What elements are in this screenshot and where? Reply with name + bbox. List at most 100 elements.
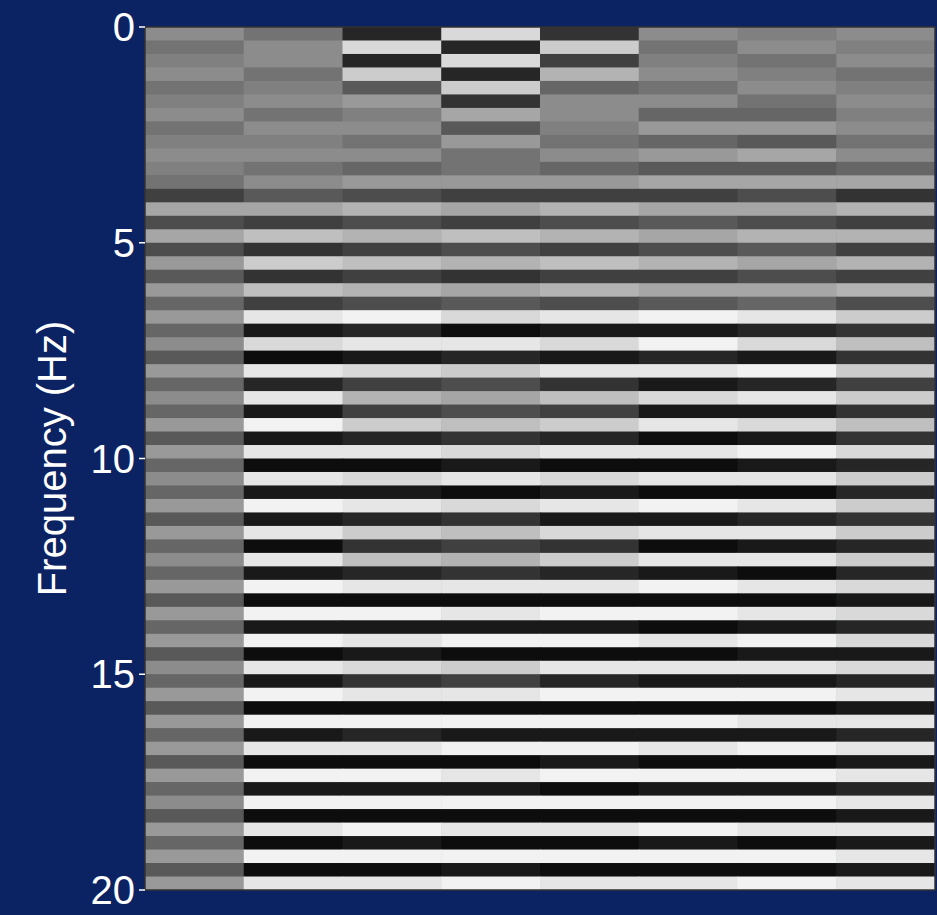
cell bbox=[244, 607, 343, 621]
cell bbox=[343, 607, 442, 621]
cell bbox=[145, 485, 244, 499]
cell bbox=[244, 162, 343, 176]
cell bbox=[639, 432, 738, 446]
cell bbox=[639, 580, 738, 594]
cell bbox=[738, 27, 837, 41]
cell bbox=[145, 715, 244, 729]
cell bbox=[343, 351, 442, 365]
cell bbox=[145, 175, 244, 189]
cell bbox=[836, 796, 935, 810]
cell bbox=[343, 243, 442, 257]
cell bbox=[540, 782, 639, 796]
cell bbox=[540, 202, 639, 216]
cell bbox=[441, 40, 540, 54]
cell bbox=[639, 418, 738, 432]
cell bbox=[540, 189, 639, 203]
cell bbox=[540, 108, 639, 122]
y-axis-title: Frequency (Hz) bbox=[30, 321, 74, 597]
cell bbox=[343, 647, 442, 661]
cell bbox=[738, 796, 837, 810]
background bbox=[0, 0, 937, 915]
cell bbox=[639, 674, 738, 688]
cell bbox=[145, 270, 244, 284]
cell bbox=[836, 553, 935, 567]
cell bbox=[343, 526, 442, 540]
cell bbox=[639, 782, 738, 796]
cell bbox=[343, 769, 442, 783]
cell bbox=[738, 67, 837, 81]
cell bbox=[441, 647, 540, 661]
cell bbox=[639, 742, 738, 756]
cell bbox=[639, 337, 738, 351]
cell bbox=[738, 324, 837, 338]
y-tick-label: 15 bbox=[91, 652, 136, 696]
cell bbox=[738, 877, 837, 890]
cell bbox=[836, 364, 935, 378]
cell bbox=[145, 148, 244, 162]
cell bbox=[244, 108, 343, 122]
cell bbox=[343, 688, 442, 702]
cell bbox=[639, 108, 738, 122]
cell bbox=[540, 459, 639, 473]
cell bbox=[738, 432, 837, 446]
cell bbox=[836, 297, 935, 311]
cell bbox=[145, 823, 244, 837]
y-tick-label: 5 bbox=[113, 221, 135, 265]
cell bbox=[738, 40, 837, 54]
cell bbox=[738, 647, 837, 661]
cell bbox=[738, 445, 837, 459]
cell bbox=[244, 297, 343, 311]
cell bbox=[639, 405, 738, 419]
cell bbox=[441, 688, 540, 702]
cell bbox=[738, 580, 837, 594]
cell bbox=[145, 67, 244, 81]
cell bbox=[145, 566, 244, 580]
cell bbox=[441, 877, 540, 890]
cell bbox=[244, 728, 343, 742]
cell bbox=[441, 850, 540, 864]
cell bbox=[343, 270, 442, 284]
cell bbox=[244, 850, 343, 864]
cell bbox=[540, 364, 639, 378]
cell bbox=[244, 539, 343, 553]
cell bbox=[836, 351, 935, 365]
cell bbox=[145, 256, 244, 270]
cell bbox=[244, 445, 343, 459]
cell bbox=[145, 661, 244, 675]
cell bbox=[441, 324, 540, 338]
cell bbox=[343, 310, 442, 324]
cell bbox=[836, 512, 935, 526]
cell bbox=[244, 485, 343, 499]
cell bbox=[145, 769, 244, 783]
cell bbox=[540, 850, 639, 864]
cell bbox=[145, 216, 244, 230]
cell bbox=[441, 270, 540, 284]
cell bbox=[145, 728, 244, 742]
cell bbox=[639, 526, 738, 540]
cell bbox=[836, 189, 935, 203]
cell bbox=[836, 27, 935, 41]
cell bbox=[639, 67, 738, 81]
cell bbox=[639, 54, 738, 68]
cell bbox=[145, 27, 244, 41]
cell bbox=[145, 162, 244, 176]
cell bbox=[244, 809, 343, 823]
cell bbox=[145, 620, 244, 634]
cell bbox=[244, 243, 343, 257]
cell bbox=[639, 566, 738, 580]
cell bbox=[343, 67, 442, 81]
cell bbox=[836, 620, 935, 634]
cell bbox=[738, 148, 837, 162]
cell bbox=[639, 877, 738, 890]
cell bbox=[540, 445, 639, 459]
cell bbox=[441, 769, 540, 783]
cell bbox=[441, 189, 540, 203]
cell bbox=[244, 593, 343, 607]
cell bbox=[738, 607, 837, 621]
cell bbox=[639, 769, 738, 783]
cell bbox=[836, 769, 935, 783]
cell bbox=[244, 432, 343, 446]
cell bbox=[540, 67, 639, 81]
cell bbox=[836, 539, 935, 553]
cell bbox=[639, 796, 738, 810]
